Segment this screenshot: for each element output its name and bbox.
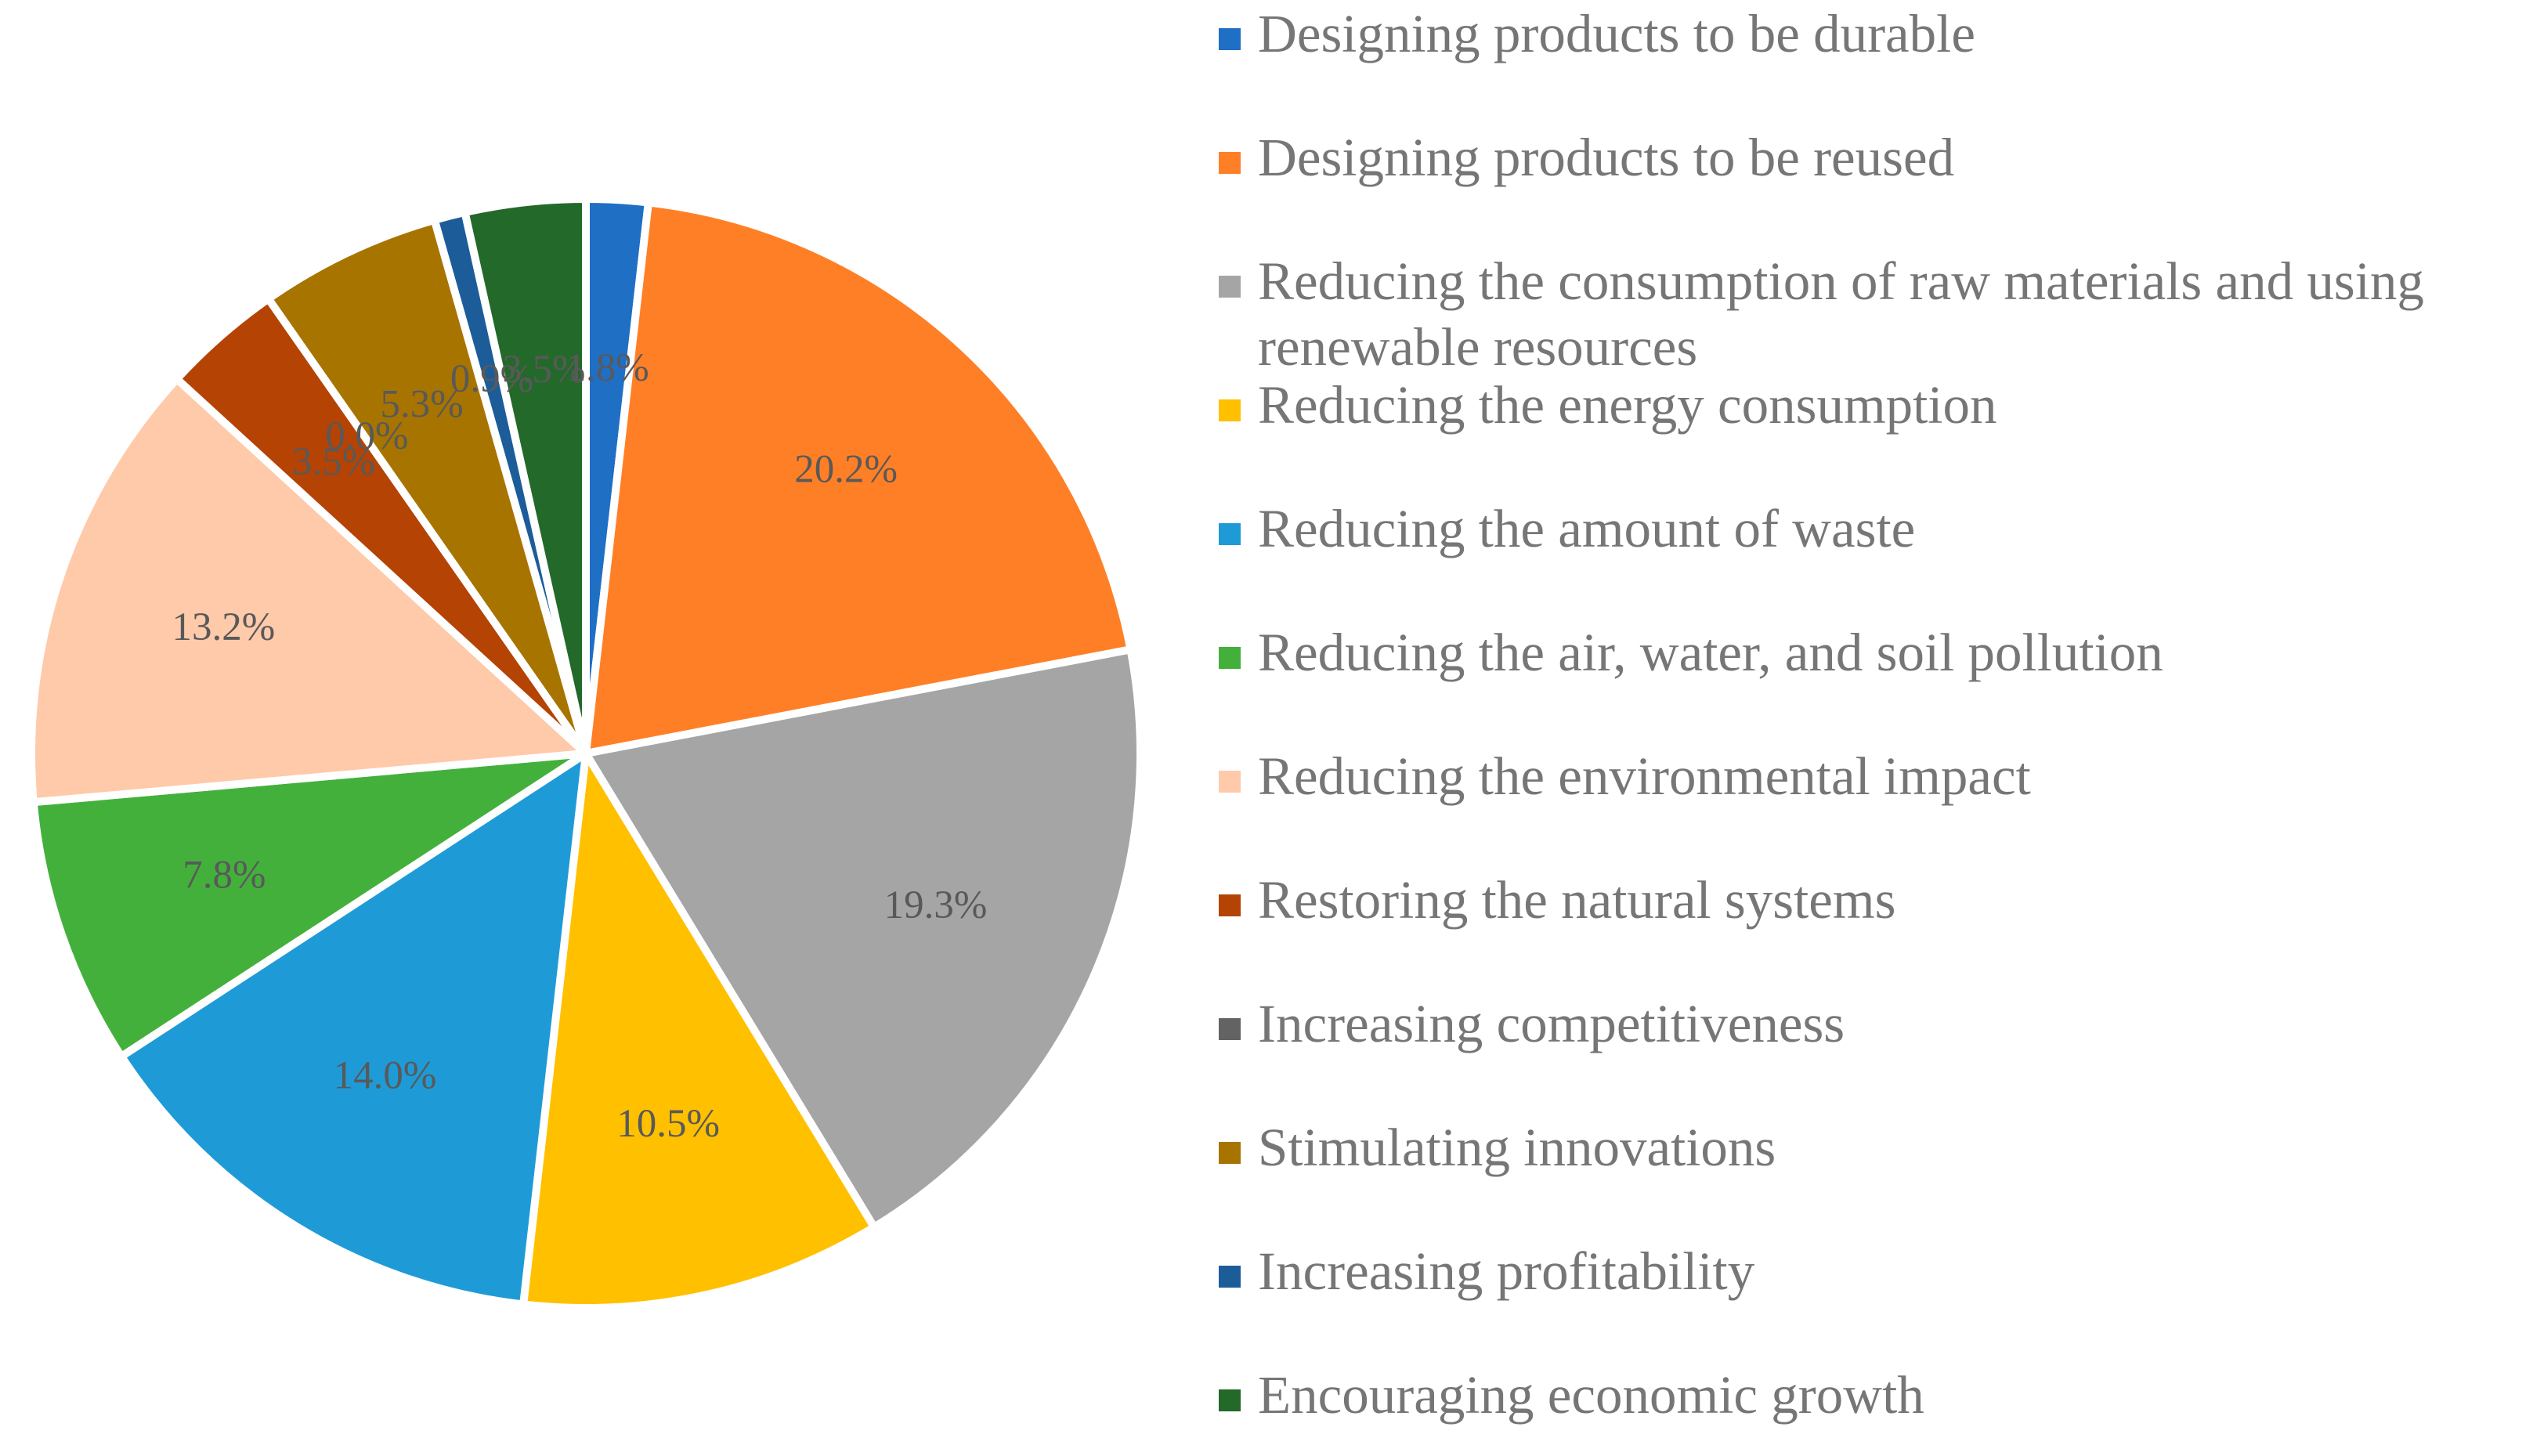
legend-swatch xyxy=(1219,647,1241,669)
slice-value-label: 5.3% xyxy=(380,382,463,426)
slice-value-label: 1.8% xyxy=(565,346,649,390)
legend-swatch xyxy=(1219,28,1241,50)
legend-entry: Designing products to be reused xyxy=(1219,128,1954,187)
legend-swatch xyxy=(1219,523,1241,545)
slice-value-label: 10.5% xyxy=(616,1102,720,1146)
legend-entry: Reducing the air, water, and soil pollut… xyxy=(1219,623,2163,682)
pie-slice xyxy=(582,645,1144,1231)
pie-slice xyxy=(117,750,590,1309)
legend-label: Reducing the environmental impact xyxy=(1258,746,2031,806)
pie-slice xyxy=(29,750,590,1060)
legend-swatch xyxy=(1219,399,1241,421)
slice-value-label: 3.5% xyxy=(502,348,585,392)
legend-entry: Reducing the energy consumption xyxy=(1219,375,1996,435)
legend-swatch xyxy=(1219,152,1241,174)
legend-swatch xyxy=(1219,1142,1241,1164)
legend-label: Increasing profitability xyxy=(1258,1241,1755,1301)
legend-entry: Restoring the natural systems xyxy=(1219,870,1895,930)
pie-slices xyxy=(27,195,1144,1312)
legend-entry: Reducing the environmental impact xyxy=(1219,746,2031,806)
pie-slice xyxy=(264,215,590,757)
legend-entry: Designing products to be durable xyxy=(1219,4,1975,63)
legend-label: Encouraging economic growth xyxy=(1258,1365,1924,1425)
legend-label: Stimulating innovations xyxy=(1258,1118,1776,1177)
slice-value-label: 0.9% xyxy=(450,357,533,401)
legend: Designing products to be durable Designin… xyxy=(1219,4,2424,1425)
legend-swatch xyxy=(1219,1389,1241,1411)
pie-slice xyxy=(27,374,590,807)
slice-value-label: 7.8% xyxy=(182,853,266,897)
legend-swatch xyxy=(1219,894,1241,916)
slice-value-label: 20.2% xyxy=(794,447,898,491)
legend-label: Reducing the consumption of raw material… xyxy=(1258,251,2424,311)
legend-entry: Increasing profitability xyxy=(1219,1241,1755,1301)
legend-entry: Reducing the amount of waste xyxy=(1219,499,1915,558)
slice-value-label: 19.3% xyxy=(884,883,988,927)
pie-slice xyxy=(461,195,590,757)
legend-swatch xyxy=(1219,276,1241,298)
legend-entry: Encouraging economic growth xyxy=(1219,1365,1924,1425)
slice-value-label: 0.0% xyxy=(325,414,408,458)
legend-swatch xyxy=(1219,1266,1241,1288)
legend-label: Reducing the air, water, and soil pollut… xyxy=(1258,623,2163,682)
legend-entry: Stimulating innovations xyxy=(1219,1118,1776,1177)
slice-value-label: 13.2% xyxy=(172,605,275,649)
slice-value-label: 3.5% xyxy=(292,440,375,484)
legend-label: Designing products to be durable xyxy=(1258,4,1975,63)
pie-slice-labels: 1.8%20.2%19.3%10.5%14.0%7.8%13.2%3.5%0.0… xyxy=(172,346,987,1146)
pie-slice xyxy=(582,198,1135,757)
legend-label: Reducing the amount of waste xyxy=(1258,499,1915,558)
legend-label: Increasing competitiveness xyxy=(1258,994,1845,1053)
legend-label: Reducing the energy consumption xyxy=(1258,375,1996,435)
slice-value-label: 14.0% xyxy=(334,1053,437,1097)
legend-entry: Increasing competitiveness xyxy=(1219,994,1845,1053)
legend-label: Restoring the natural systems xyxy=(1258,870,1895,930)
legend-label: Designing products to be reused xyxy=(1258,128,1954,187)
pie-slice xyxy=(519,750,879,1312)
legend-swatch xyxy=(1219,1018,1241,1040)
legend-label: renewable resources xyxy=(1258,317,1697,377)
legend-swatch xyxy=(1219,771,1241,793)
legend-entry: Reducing the consumption of raw material… xyxy=(1219,251,2424,377)
